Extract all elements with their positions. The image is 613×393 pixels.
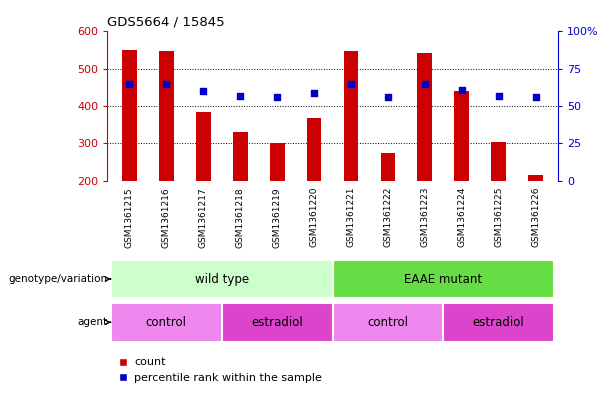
- Text: GDS5664 / 15845: GDS5664 / 15845: [107, 16, 225, 29]
- Legend: count, percentile rank within the sample: count, percentile rank within the sample: [113, 353, 326, 387]
- Bar: [528, 175, 543, 181]
- Text: GSM1361223: GSM1361223: [421, 187, 429, 248]
- Text: estradiol: estradiol: [473, 316, 525, 329]
- Text: GSM1361224: GSM1361224: [457, 187, 466, 247]
- Text: control: control: [146, 316, 187, 329]
- Point: [494, 92, 504, 99]
- Text: estradiol: estradiol: [251, 316, 303, 329]
- Text: control: control: [367, 316, 408, 329]
- Bar: [443, 303, 554, 342]
- Bar: [270, 143, 284, 181]
- Text: EAAE mutant: EAAE mutant: [405, 272, 482, 286]
- Point: [531, 94, 541, 100]
- Text: GSM1361220: GSM1361220: [310, 187, 319, 248]
- Bar: [333, 259, 554, 299]
- Point: [309, 90, 319, 96]
- Bar: [381, 153, 395, 181]
- Point: [420, 81, 430, 87]
- Bar: [196, 112, 211, 181]
- Point: [199, 88, 208, 94]
- Bar: [417, 53, 432, 181]
- Bar: [111, 259, 333, 299]
- Bar: [454, 91, 469, 181]
- Text: agent: agent: [77, 317, 110, 327]
- Text: GSM1361219: GSM1361219: [273, 187, 281, 248]
- Text: GSM1361217: GSM1361217: [199, 187, 208, 248]
- Bar: [344, 51, 359, 181]
- Text: GSM1361221: GSM1361221: [346, 187, 356, 248]
- Text: GSM1361218: GSM1361218: [236, 187, 245, 248]
- Text: GSM1361215: GSM1361215: [125, 187, 134, 248]
- Text: GSM1361225: GSM1361225: [494, 187, 503, 248]
- Bar: [306, 118, 321, 181]
- Bar: [233, 132, 248, 181]
- Point: [383, 94, 393, 100]
- Bar: [222, 303, 333, 342]
- Point: [346, 81, 356, 87]
- Bar: [159, 51, 173, 181]
- Text: wild type: wild type: [195, 272, 249, 286]
- Point: [457, 86, 466, 93]
- Point: [272, 94, 282, 100]
- Bar: [333, 303, 443, 342]
- Point: [124, 81, 134, 87]
- Text: GSM1361226: GSM1361226: [531, 187, 540, 248]
- Point: [161, 81, 171, 87]
- Bar: [122, 50, 137, 181]
- Text: GSM1361222: GSM1361222: [384, 187, 392, 247]
- Text: GSM1361216: GSM1361216: [162, 187, 171, 248]
- Bar: [492, 141, 506, 181]
- Text: genotype/variation: genotype/variation: [9, 274, 110, 284]
- Point: [235, 92, 245, 99]
- Bar: [111, 303, 222, 342]
